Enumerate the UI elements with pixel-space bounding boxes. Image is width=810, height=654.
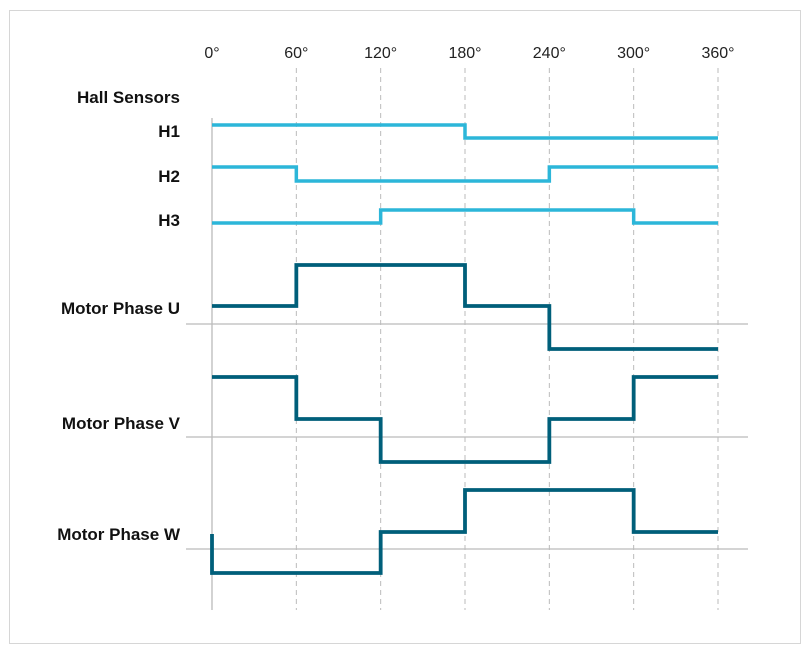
angle-tick-label: 300° [617, 45, 650, 62]
phase-u-wave [212, 263, 718, 351]
angle-tick-label: 120° [364, 45, 397, 62]
angle-tick-label: 60° [284, 45, 308, 62]
angle-tick-label: 360° [701, 45, 734, 62]
angle-tick-label: 240° [533, 45, 566, 62]
hall-h3-wave [212, 208, 718, 225]
phase-w-label: Motor Phase W [57, 525, 181, 544]
hall-h2-wave [212, 165, 718, 183]
hall-sensors-heading: Hall Sensors [77, 88, 180, 107]
angle-tick-label: 0° [204, 45, 219, 62]
angle-tick-label: 180° [448, 45, 481, 62]
h2-label: H2 [158, 167, 180, 186]
grid [186, 68, 748, 610]
hall-h1-wave [212, 123, 718, 140]
diagram-frame [9, 10, 801, 644]
phase-v-wave [212, 375, 718, 464]
phase-u-label: Motor Phase U [61, 299, 180, 318]
phase-w-wave [210, 488, 718, 575]
signal-labels: Hall Sensors H1 H2 H3 Motor Phase U Moto… [57, 88, 181, 544]
phase-v-label: Motor Phase V [62, 414, 181, 433]
h3-label: H3 [158, 211, 180, 230]
angle-axis: 0° 60° 120° 180° 240° 300° 360° [204, 45, 734, 62]
waveforms [210, 123, 718, 575]
h1-label: H1 [158, 122, 180, 141]
